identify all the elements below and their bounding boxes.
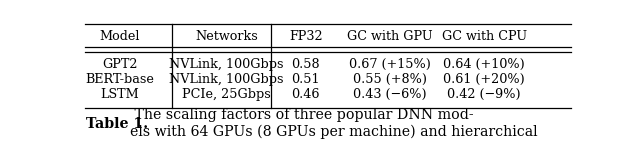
Text: Networks: Networks	[195, 30, 258, 43]
Text: FP32: FP32	[289, 30, 323, 43]
Text: 0.55 (+8%): 0.55 (+8%)	[353, 73, 427, 86]
Text: 0.43 (−6%): 0.43 (−6%)	[353, 88, 427, 101]
Text: NVLink, 100Gbps: NVLink, 100Gbps	[169, 73, 284, 86]
Text: The scaling factors of three popular DNN mod-
els with 64 GPUs (8 GPUs per machi: The scaling factors of three popular DNN…	[129, 108, 537, 139]
Text: 0.58: 0.58	[291, 58, 320, 71]
Text: 0.61 (+20%): 0.61 (+20%)	[444, 73, 525, 86]
Text: GPT2: GPT2	[102, 58, 138, 71]
Text: Table 1.: Table 1.	[86, 117, 148, 131]
Text: 0.64 (+10%): 0.64 (+10%)	[444, 58, 525, 71]
Text: Model: Model	[99, 30, 140, 43]
Text: 0.51: 0.51	[291, 73, 320, 86]
Text: GC with CPU: GC with CPU	[442, 30, 527, 43]
Text: LSTM: LSTM	[100, 88, 139, 101]
Text: PCIe, 25Gbps: PCIe, 25Gbps	[182, 88, 271, 101]
Text: BERT-base: BERT-base	[85, 73, 154, 86]
Text: 0.46: 0.46	[291, 88, 320, 101]
Text: NVLink, 100Gbps: NVLink, 100Gbps	[169, 58, 284, 71]
Text: 0.67 (+15%): 0.67 (+15%)	[349, 58, 431, 71]
Text: 0.42 (−9%): 0.42 (−9%)	[447, 88, 521, 101]
Text: GC with GPU: GC with GPU	[347, 30, 433, 43]
